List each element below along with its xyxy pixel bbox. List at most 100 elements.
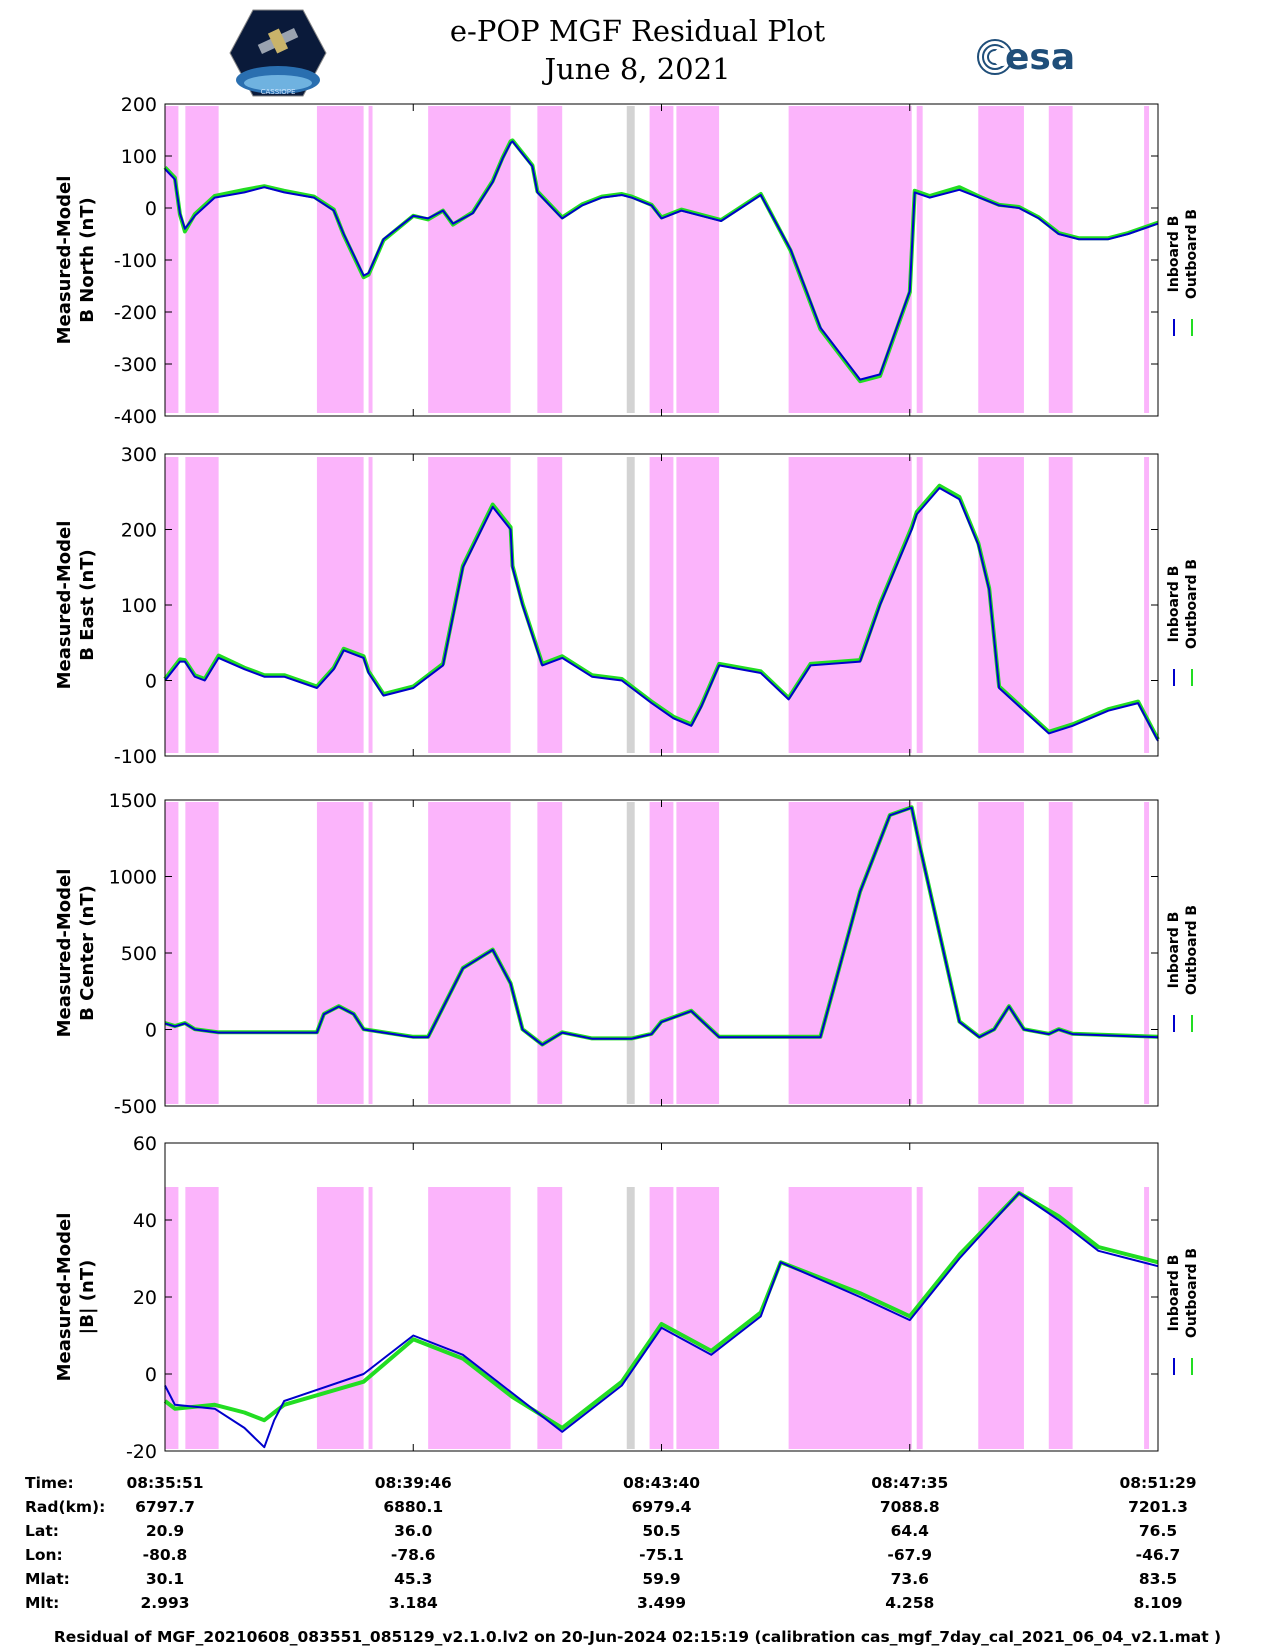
legend-outboard-label: Outboard B [1184,1248,1200,1338]
ephemeris-value: 08:51:29 [1119,1474,1196,1492]
shaded-interval [649,106,674,413]
esa-logo: esa [977,37,1075,78]
ephemeris-value: 7201.3 [1128,1498,1188,1516]
ephemeris-value: 3.499 [637,1594,686,1612]
legend-inboard-label: Inboard B [1166,566,1182,643]
panel-4: 60 40 20 0 -20 Measured-Model |B| (nT) Inboard … [54,1133,1200,1463]
legend-outboard-label: Outboard B [1184,905,1200,995]
shaded-interval [916,457,923,753]
ephemeris-value: 50.5 [642,1522,680,1540]
y-tick-label: 1500 [109,790,157,812]
ephemeris-value: 76.5 [1139,1522,1177,1540]
y-tick-label: -300 [114,354,157,376]
shaded-interval [537,1187,563,1449]
y-tick-label: -500 [114,1096,157,1118]
legend-labels: Inboard B Outboard B [1166,559,1200,649]
ephemeris-value: 20.9 [146,1522,184,1540]
ephemeris-row-label: Rad(km): [25,1498,105,1516]
ephemeris-row-label: Mlat: [25,1570,70,1588]
ephemeris-value: 83.5 [1139,1570,1177,1588]
shaded-interval [537,106,563,413]
footer-caption: Residual of MGF_20210608_083551_085129_v… [53,1628,1222,1646]
shaded-interval [788,457,912,753]
shaded-interval [916,1187,923,1449]
shaded-interval [368,1187,373,1449]
y-tick-label: 60 [133,1133,157,1155]
ephemeris-value: 4.258 [885,1594,934,1612]
y-tick-label: 100 [121,595,157,617]
y-axis-label-line: |B| (nT) [77,1260,98,1335]
inboard-series-line [164,1192,1159,1449]
y-tick-label: 500 [121,943,157,965]
ephemeris-value: 7088.8 [880,1498,940,1516]
ephemeris-value: 08:43:40 [623,1474,700,1492]
y-tick-label: -200 [114,302,157,324]
legend-inboard-label: Inboard B [1166,1255,1182,1332]
legend-inboard-label: Inboard B [1166,216,1182,293]
shaded-interval [1144,457,1150,753]
shaded-interval [649,457,674,753]
title-block: e-POP MGF Residual Plot June 8, 2021 [0,12,1275,88]
ephemeris-row-label: Mlt: [25,1594,59,1612]
shaded-interval [788,1187,912,1449]
ephemeris-value: 8.109 [1133,1594,1182,1612]
y-tick-label: 300 [121,444,157,466]
shaded-interval [316,802,364,1104]
legend-outboard-label: Outboard B [1184,559,1200,649]
y-tick-label: 1000 [109,867,157,889]
shaded-interval [626,106,635,413]
shaded-interval [368,457,373,753]
ephemeris-value: 6880.1 [383,1498,443,1516]
shaded-interval [537,457,563,753]
legend-labels: Inboard B Outboard B [1166,1248,1200,1338]
shaded-interval [916,106,923,413]
shaded-interval [428,1187,511,1449]
inboard-series-line [164,487,1159,742]
ephemeris-value: -75.1 [639,1546,684,1564]
ephemeris-value: 6979.4 [632,1498,692,1516]
inboard-series-line [164,806,1159,1046]
y-tick-label: 200 [121,94,157,116]
shaded-interval [1144,1187,1150,1449]
ephemeris-value: 36.0 [394,1522,432,1540]
shaded-interval [1048,457,1073,753]
shaded-interval [978,802,1024,1104]
y-axis-label-line: B North (nT) [77,197,98,323]
ephemeris-value: 59.9 [642,1570,680,1588]
y-axis-label-line: B East (nT) [77,549,98,661]
ephemeris-row-label: Time: [25,1474,74,1492]
shaded-interval [788,106,912,413]
shaded-interval [676,457,720,753]
y-tick-label: 0 [145,1020,157,1042]
panel-3: 1500 1000 500 0 -500 Measured-Model B Center (… [54,790,1200,1118]
shaded-interval [368,106,373,413]
shaded-interval [978,457,1024,753]
panel-2: 300 200 100 0 -100 Measured-Model B East (nT) I… [54,444,1200,768]
inboard-series-line [164,140,1159,381]
y-tick-label: -100 [114,250,157,272]
y-axis-label: Measured-Model B East (nT) [54,521,98,690]
y-axis-label: Measured-Model |B| (nT) [54,1213,98,1382]
y-axis-label-line: Measured-Model [54,869,75,1038]
plot-title: e-POP MGF Residual Plot [449,14,826,48]
shaded-interval [185,457,219,753]
y-axis-label-line: Measured-Model [54,176,75,345]
shaded-interval [978,106,1024,413]
shaded-interval [676,802,720,1104]
shaded-interval [1048,802,1073,1104]
shaded-interval [185,106,219,413]
y-tick-label: 0 [145,1364,157,1386]
y-tick-label: 200 [121,520,157,542]
ephemeris-value: 45.3 [394,1570,432,1588]
ephemeris-value: 3.184 [389,1594,438,1612]
shaded-interval [788,802,912,1104]
legend-inboard-label: Inboard B [1166,912,1182,989]
ephemeris-value: 64.4 [891,1522,929,1540]
shaded-interval [185,802,219,1104]
shaded-interval [1144,802,1150,1104]
y-axis-label: Measured-Model B Center (nT) [54,869,98,1038]
ephemeris-value: 08:35:51 [126,1474,203,1492]
shaded-interval [368,802,373,1104]
ephemeris-value: 08:47:35 [871,1474,948,1492]
shaded-interval [165,1187,179,1449]
